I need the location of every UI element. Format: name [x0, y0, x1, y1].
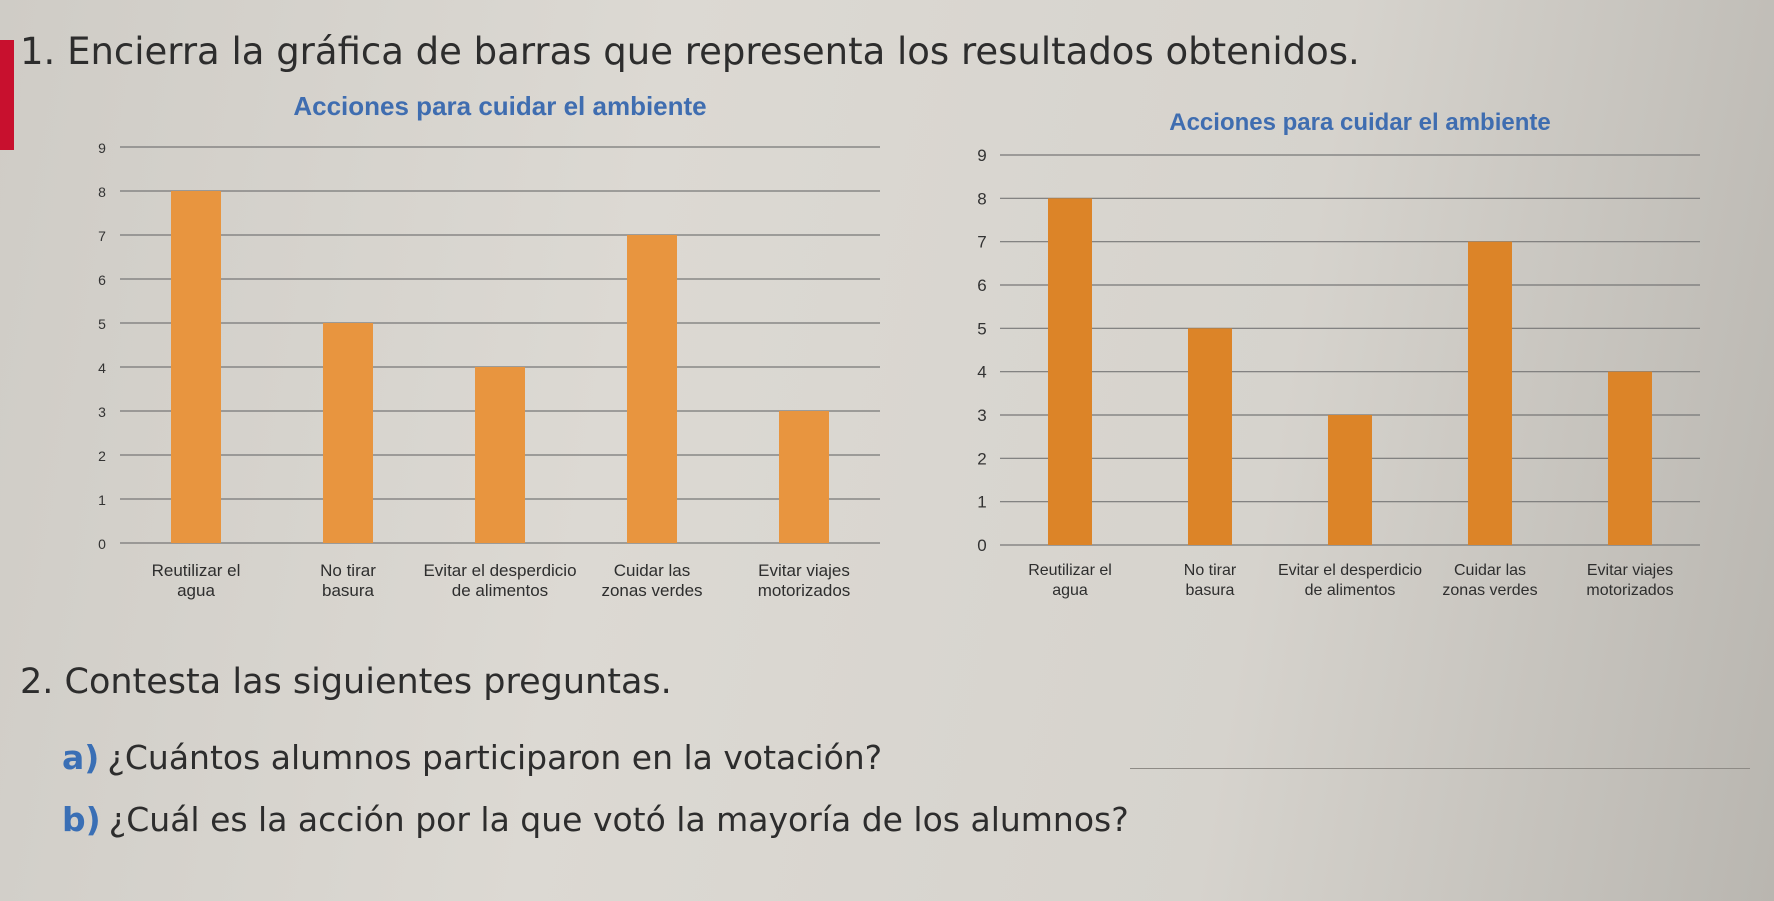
question-b: b) ¿Cuál es la acción por la que votó la …: [62, 800, 1129, 839]
right-chart-tick-label: 1: [977, 493, 986, 512]
right-chart-tick-label: 8: [977, 189, 986, 208]
left-chart-tick-label: 7: [98, 228, 106, 244]
left-chart-category-label: Cuidar las: [614, 561, 691, 580]
left-chart-category-label: Reutilizar el: [152, 561, 241, 580]
left-chart-category-label: agua: [177, 581, 215, 600]
answer-line-a[interactable]: [1130, 768, 1750, 769]
bar-chart-left-svg: Acciones para cuidar el ambiente 0 1 2 3 4 5 6 7…: [20, 85, 900, 625]
left-chart-tick-label: 9: [98, 140, 106, 156]
right-chart-tick-label: 4: [977, 363, 986, 382]
left-chart-tick-label: 3: [98, 404, 106, 420]
question-b-text: ¿Cuál es la acción por la que votó la ma…: [109, 800, 1129, 839]
right-chart-bar: [1468, 242, 1512, 545]
left-chart-bar: [779, 411, 829, 543]
right-chart-bar: [1608, 372, 1652, 545]
left-chart-category-label: Evitar el desperdicio: [423, 561, 576, 580]
right-chart-category-label: Reutilizar el: [1028, 562, 1112, 579]
left-chart-bar: [171, 191, 221, 543]
left-chart-category-label: motorizados: [758, 581, 851, 600]
right-chart-category-label: motorizados: [1586, 582, 1673, 599]
left-chart-category-label: Evitar viajes: [758, 561, 850, 580]
left-chart-tick-label: 6: [98, 272, 106, 288]
exercise-2-instruction: 2. Contesta las siguientes preguntas.: [20, 662, 672, 702]
left-chart-tick-label: 4: [98, 360, 106, 376]
right-chart-tick-label: 0: [977, 536, 986, 555]
right-chart-category-label: Evitar viajes: [1587, 562, 1673, 579]
right-chart-bar: [1048, 198, 1092, 545]
bar-chart-right[interactable]: Acciones para cuidar el ambiente 0 1 2 3 4 5 6 7…: [960, 90, 1720, 630]
page-edge-tab: [0, 40, 14, 150]
bar-chart-left[interactable]: Acciones para cuidar el ambiente 0 1 2 3 4 5 6 7…: [20, 85, 900, 625]
right-chart-category-label: basura: [1186, 582, 1235, 599]
exercise-1-instruction: 1. Encierra la gráfica de barras que rep…: [20, 30, 1360, 73]
right-chart-category-label: agua: [1052, 582, 1088, 599]
left-chart-category-label: de alimentos: [452, 581, 548, 600]
right-chart-tick-label: 6: [977, 276, 986, 295]
question-a-text: ¿Cuántos alumnos participaron en la vota…: [107, 738, 882, 777]
left-chart-tick-label: 1: [98, 492, 106, 508]
right-chart-category-label: Evitar el desperdicio: [1278, 562, 1422, 579]
right-chart-category-label: de alimentos: [1305, 582, 1396, 599]
right-chart-category-label: zonas verdes: [1442, 582, 1537, 599]
left-chart-tick-label: 5: [98, 316, 106, 332]
right-chart-tick-label: 7: [977, 233, 986, 252]
left-chart-tick-label: 0: [98, 536, 106, 552]
left-chart-bar: [475, 367, 525, 543]
question-b-letter: b): [62, 800, 101, 839]
right-chart-category-label: Cuidar las: [1454, 562, 1526, 579]
right-chart-tick-label: 3: [977, 406, 986, 425]
left-chart-category-label: No tirar: [320, 561, 376, 580]
right-chart-bar: [1188, 328, 1232, 545]
right-chart-title: Acciones para cuidar el ambiente: [1169, 109, 1550, 136]
left-chart-tick-label: 8: [98, 184, 106, 200]
right-chart-tick-label: 5: [977, 319, 986, 338]
question-a-letter: a): [62, 738, 99, 777]
left-chart-bar: [323, 323, 373, 543]
left-chart-category-label: basura: [322, 581, 375, 600]
left-chart-title: Acciones para cuidar el ambiente: [293, 91, 706, 121]
left-chart-tick-label: 2: [98, 448, 106, 464]
right-chart-tick-label: 2: [977, 449, 986, 468]
left-chart-bar: [627, 235, 677, 543]
right-chart-bar: [1328, 415, 1372, 545]
right-chart-category-label: No tirar: [1184, 562, 1237, 579]
question-a: a) ¿Cuántos alumnos participaron en la vo…: [62, 738, 882, 777]
right-chart-tick-label: 9: [977, 146, 986, 165]
bar-chart-right-svg: Acciones para cuidar el ambiente 0 1 2 3 4 5 6 7…: [960, 90, 1720, 630]
left-chart-category-label: zonas verdes: [601, 581, 702, 600]
